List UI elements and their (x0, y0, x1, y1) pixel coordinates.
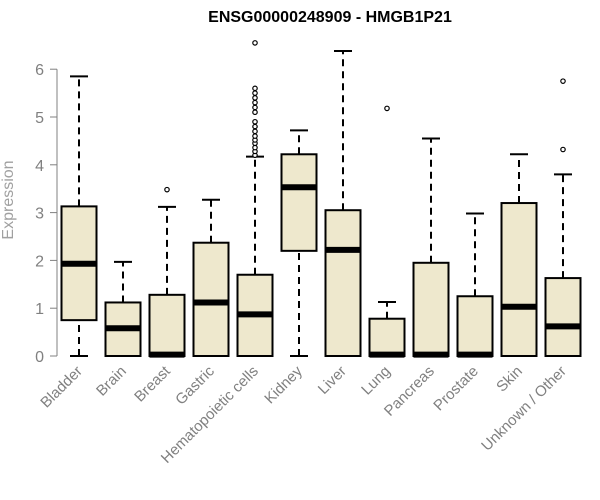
x-tick-label: Kidney (261, 362, 306, 407)
box-iqr (324, 209, 362, 357)
outlier-point (252, 104, 258, 111)
x-tick-label: Bladder (37, 363, 86, 412)
box-unknown-other (544, 78, 582, 357)
box-skin (500, 153, 538, 357)
outlier-point (252, 123, 258, 130)
outlier-point (252, 128, 258, 135)
x-tick-label: Lung (358, 363, 394, 399)
x-tick-label: Breast (131, 362, 174, 405)
box-iqr (544, 277, 582, 357)
y-tick-label: 2 (35, 253, 44, 270)
outlier-point (252, 90, 258, 96)
box-gastric (192, 198, 230, 358)
outlier-point (252, 85, 258, 92)
y-axis-label: Expression (0, 160, 17, 239)
y-tick-label: 0 (35, 349, 44, 366)
x-tick-label: Brain (93, 363, 130, 400)
outlier-point (252, 118, 258, 125)
outlier-point (560, 78, 566, 84)
box-iqr (148, 293, 186, 358)
box-lung (368, 105, 406, 358)
box-bladder (60, 75, 98, 357)
box-prostate (456, 212, 494, 358)
x-tick-label: Liver (315, 363, 350, 398)
outlier-point (384, 105, 390, 112)
box-breast (148, 186, 186, 358)
y-axis: 0 1 2 3 4 5 6 (35, 62, 58, 366)
box-pancreas (412, 137, 450, 358)
box-iqr (192, 241, 230, 358)
outlier-point (252, 95, 258, 101)
outlier-point (164, 186, 170, 193)
box-brain (104, 260, 142, 357)
y-tick-label: 5 (35, 110, 44, 127)
x-tick-label: Skin (493, 363, 526, 396)
outlier-point (252, 40, 258, 46)
box-iqr (456, 295, 494, 357)
box-iqr (368, 317, 406, 358)
x-tick-label: Prostate (430, 363, 482, 415)
y-tick-label: 4 (35, 158, 44, 175)
box-liver (324, 50, 362, 357)
y-tick-label: 6 (35, 62, 44, 79)
boxes-group (60, 40, 582, 358)
y-tick-label: 3 (35, 206, 44, 223)
box-hematopoietic-cells (236, 40, 274, 357)
outlier-point (252, 99, 258, 106)
box-iqr (280, 153, 318, 252)
box-iqr (412, 261, 450, 358)
outlier-point (252, 133, 258, 139)
box-kidney (280, 129, 318, 357)
chart-title: ENSG00000248909 - HMGB1P21 (208, 9, 452, 26)
outlier-point (560, 146, 566, 153)
outlier-point (252, 109, 258, 116)
box-iqr (500, 202, 538, 357)
y-tick-label: 1 (35, 301, 44, 318)
